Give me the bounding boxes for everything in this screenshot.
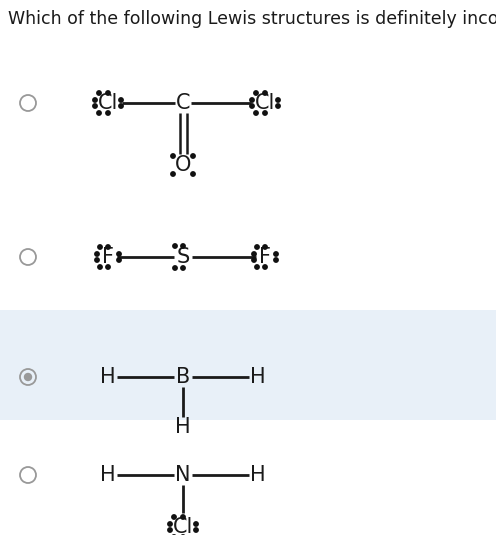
- Circle shape: [117, 252, 121, 256]
- Circle shape: [95, 252, 99, 256]
- Circle shape: [263, 111, 267, 115]
- Circle shape: [254, 111, 258, 115]
- Circle shape: [252, 252, 256, 256]
- Text: H: H: [100, 367, 116, 387]
- Circle shape: [263, 245, 267, 249]
- Text: B: B: [176, 367, 190, 387]
- Circle shape: [168, 522, 172, 526]
- Circle shape: [181, 266, 185, 270]
- Circle shape: [181, 244, 185, 248]
- Bar: [0, 310, 496, 420]
- Circle shape: [106, 265, 110, 269]
- Circle shape: [191, 172, 195, 176]
- Circle shape: [263, 91, 267, 95]
- Circle shape: [252, 258, 256, 262]
- Text: N: N: [175, 465, 191, 485]
- Circle shape: [255, 245, 259, 249]
- Circle shape: [97, 111, 101, 115]
- Circle shape: [119, 98, 123, 102]
- Circle shape: [171, 154, 175, 158]
- Circle shape: [106, 245, 110, 249]
- Circle shape: [119, 104, 123, 108]
- Circle shape: [194, 522, 198, 526]
- Circle shape: [250, 98, 254, 102]
- Circle shape: [194, 528, 198, 532]
- Circle shape: [276, 98, 280, 102]
- Circle shape: [95, 258, 99, 262]
- Text: H: H: [250, 367, 266, 387]
- Text: O: O: [175, 155, 191, 175]
- Text: H: H: [175, 417, 191, 437]
- Circle shape: [250, 104, 254, 108]
- Circle shape: [274, 258, 278, 262]
- Circle shape: [173, 266, 177, 270]
- Circle shape: [181, 515, 185, 519]
- Text: S: S: [177, 247, 189, 267]
- Circle shape: [98, 245, 102, 249]
- Circle shape: [98, 265, 102, 269]
- Circle shape: [254, 91, 258, 95]
- Text: Cl: Cl: [98, 93, 118, 113]
- Text: H: H: [250, 465, 266, 485]
- Circle shape: [24, 373, 32, 380]
- Circle shape: [274, 252, 278, 256]
- Circle shape: [93, 104, 97, 108]
- Circle shape: [97, 91, 101, 95]
- Circle shape: [168, 528, 172, 532]
- Circle shape: [172, 515, 176, 519]
- Text: Cl: Cl: [173, 517, 193, 535]
- Text: Cl: Cl: [255, 93, 275, 113]
- Circle shape: [276, 104, 280, 108]
- Circle shape: [263, 265, 267, 269]
- Circle shape: [106, 111, 110, 115]
- Circle shape: [106, 91, 110, 95]
- Circle shape: [171, 172, 175, 176]
- Circle shape: [255, 265, 259, 269]
- Text: H: H: [100, 465, 116, 485]
- Circle shape: [191, 154, 195, 158]
- Text: Which of the following Lewis structures is definitely incorrect?: Which of the following Lewis structures …: [8, 10, 496, 28]
- Circle shape: [173, 244, 177, 248]
- Text: F: F: [259, 247, 271, 267]
- Circle shape: [117, 258, 121, 262]
- Text: C: C: [176, 93, 190, 113]
- Circle shape: [93, 98, 97, 102]
- Text: F: F: [102, 247, 114, 267]
